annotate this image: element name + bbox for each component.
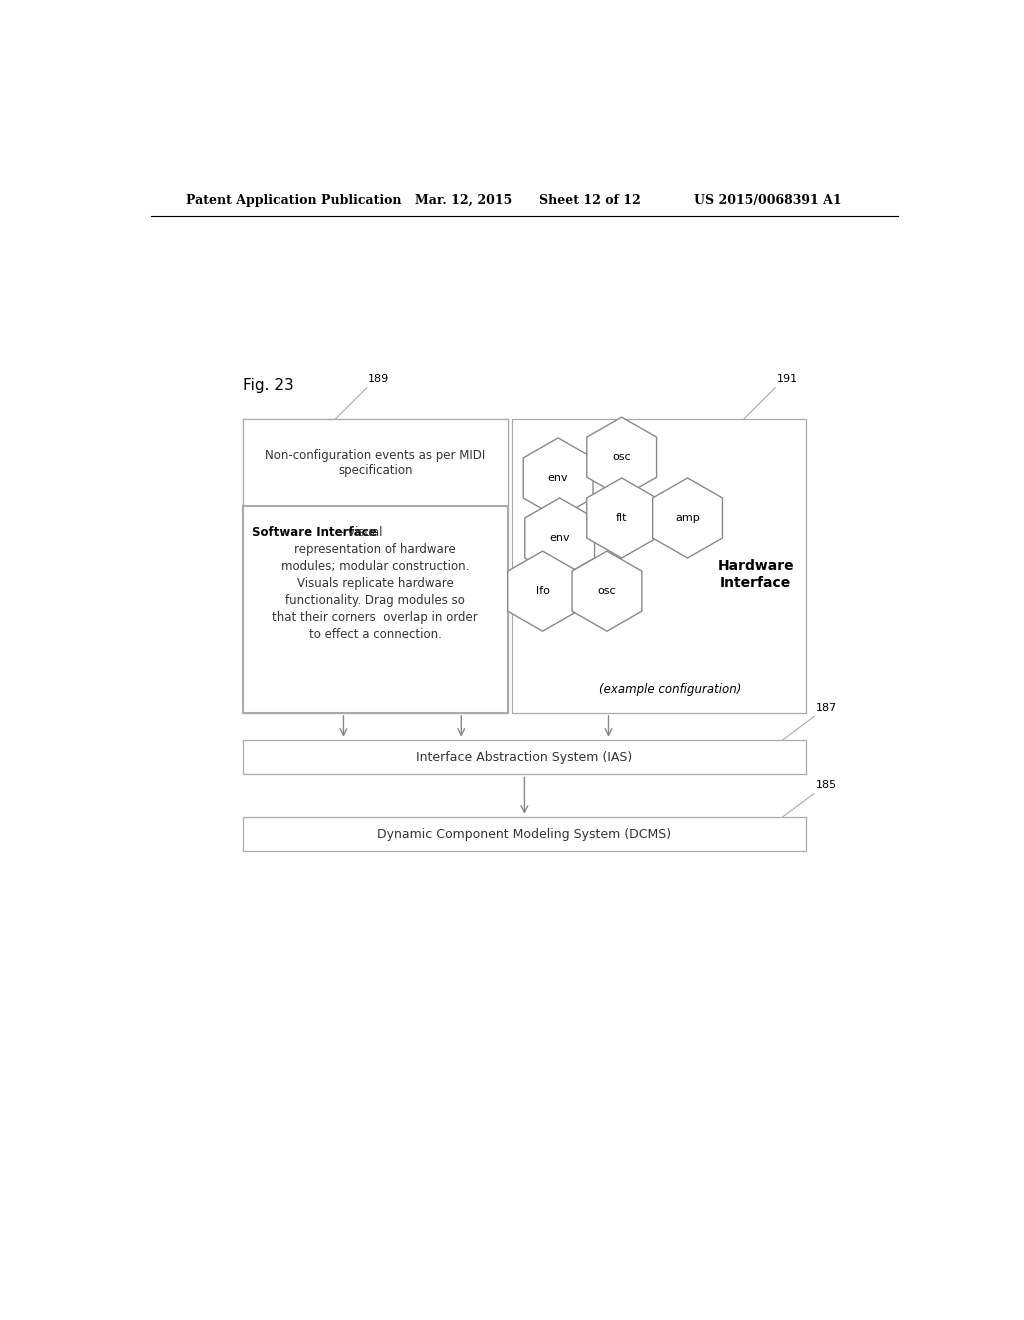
Text: Mar. 12, 2015: Mar. 12, 2015 [415, 194, 512, 207]
Text: lfo: lfo [536, 586, 550, 597]
Text: Software Interface: Software Interface [252, 525, 377, 539]
Polygon shape [523, 438, 593, 517]
Polygon shape [572, 552, 642, 631]
Text: Interface Abstraction System (IAS): Interface Abstraction System (IAS) [417, 751, 633, 763]
Bar [243, 418, 508, 713]
Bar [243, 739, 806, 775]
Text: osc: osc [612, 453, 631, 462]
Polygon shape [587, 478, 656, 558]
Text: Non-configuration events as per MIDI
specification: Non-configuration events as per MIDI spe… [265, 449, 485, 477]
Text: 191: 191 [776, 374, 798, 384]
Polygon shape [652, 478, 723, 558]
Text: 187: 187 [815, 702, 837, 713]
Text: amp: amp [675, 513, 700, 523]
Bar [512, 418, 806, 713]
Polygon shape [524, 498, 595, 578]
Text: Dynamic Component Modeling System (DCMS): Dynamic Component Modeling System (DCMS) [378, 828, 672, 841]
Text: 185: 185 [815, 780, 837, 789]
Text: - visual: - visual [336, 525, 382, 539]
Text: US 2015/0068391 A1: US 2015/0068391 A1 [693, 194, 842, 207]
Polygon shape [508, 552, 578, 631]
Text: representation of hardware
modules; modular construction.
Visuals replicate hard: representation of hardware modules; modu… [272, 543, 478, 640]
Bar [243, 817, 806, 851]
Text: env: env [548, 473, 568, 483]
Polygon shape [587, 417, 656, 498]
Bar [243, 418, 508, 507]
Bar [243, 507, 508, 713]
Text: Patent Application Publication: Patent Application Publication [186, 194, 401, 207]
Text: (example configuration): (example configuration) [599, 684, 741, 696]
Text: Fig. 23: Fig. 23 [243, 378, 294, 393]
Text: osc: osc [598, 586, 616, 597]
Text: 189: 189 [369, 374, 389, 384]
Text: Hardware
Interface: Hardware Interface [718, 558, 794, 590]
Text: env: env [549, 533, 570, 543]
Text: flt: flt [615, 513, 628, 523]
Text: Sheet 12 of 12: Sheet 12 of 12 [539, 194, 640, 207]
